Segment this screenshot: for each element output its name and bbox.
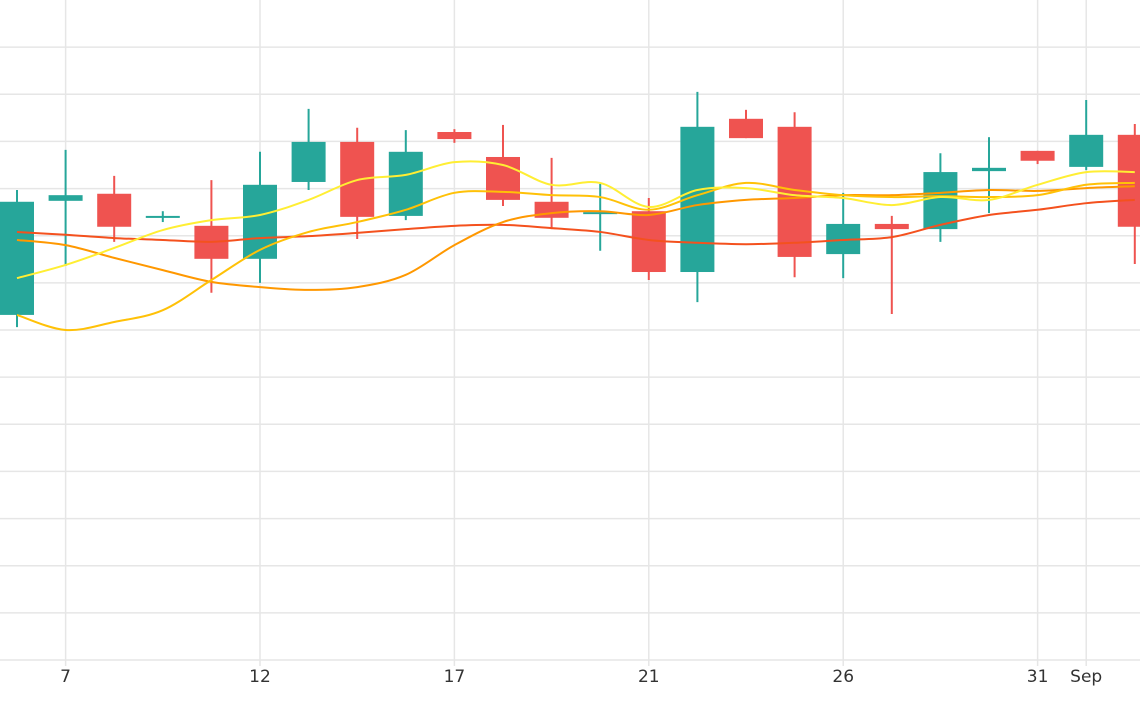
candle-body [243,184,277,259]
x-tick-label: 7 [60,667,71,687]
candle-body [874,223,909,230]
candle-body [729,118,763,139]
moving-average-line [16,160,1135,280]
grid [0,0,1140,666]
x-tick-label: 17 [444,667,466,687]
moving-average-line [16,185,1135,291]
x-tick-label: 12 [249,667,271,687]
candle-body [972,167,1006,172]
candle-body [1020,150,1055,161]
moving-average-line [16,181,1135,332]
candles [0,91,1140,328]
candle-body [437,132,472,140]
candle-body [583,212,618,215]
candle-body [291,141,326,182]
x-tick-label: 21 [638,667,660,687]
moving-average-line [16,198,1135,246]
x-tick-label: 31 [1027,667,1049,687]
candle-body [145,215,180,218]
candle-body [1069,134,1104,167]
moving-averages [16,160,1135,332]
candle-body [0,201,34,315]
candle-body [48,195,83,201]
candle-body [1117,134,1140,227]
x-tick-label: Sep [1070,667,1102,687]
candle-body [97,193,132,227]
candle-body [923,172,958,230]
x-tick-label: 26 [832,667,854,687]
